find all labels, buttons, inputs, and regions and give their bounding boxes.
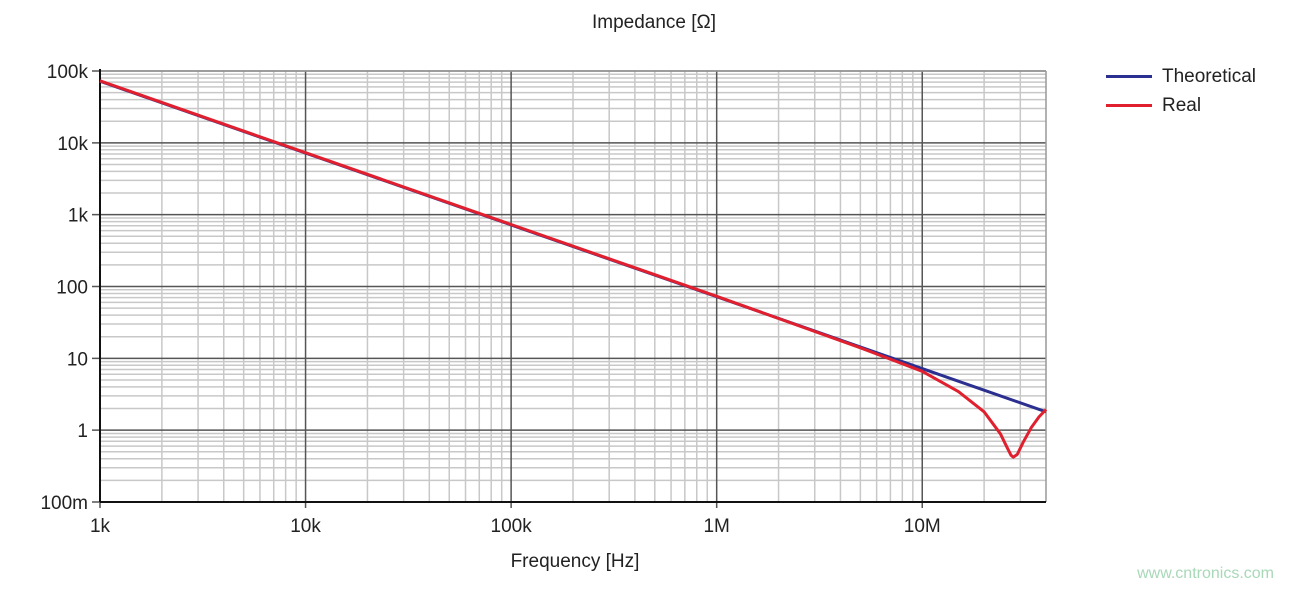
y-tick-label: 100m [40,493,88,514]
y-tick-label: 1k [68,206,89,227]
legend-swatch-real [1106,104,1152,107]
y-tick-label: 100 [56,278,88,299]
y-tick-label: 10k [57,134,88,155]
y-tick-label: 10 [67,349,88,370]
x-tick-label: 1k [90,516,111,537]
x-axis-label: Frequency [Hz] [510,551,640,572]
legend-item-real: Real [1106,91,1256,120]
x-tick-label: 1M [703,516,729,537]
series-line-real [99,79,1048,459]
chart-title: Impedance [Ω] [591,12,717,33]
legend-label-real: Real [1162,94,1202,116]
x-tick-label: 10k [290,516,321,537]
x-tick-label: 100k [491,516,533,537]
y-tick-label: 100k [47,62,89,83]
x-tick-label: 10M [904,516,941,537]
legend-item-theoretical: Theoretical [1106,62,1256,91]
legend-swatch-theoretical [1106,75,1152,78]
legend: Theoretical Real [1106,62,1256,120]
legend-label-theoretical: Theoretical [1162,65,1256,87]
watermark: www.cntronics.com [1137,565,1274,582]
y-tick-label: 1 [77,421,88,442]
